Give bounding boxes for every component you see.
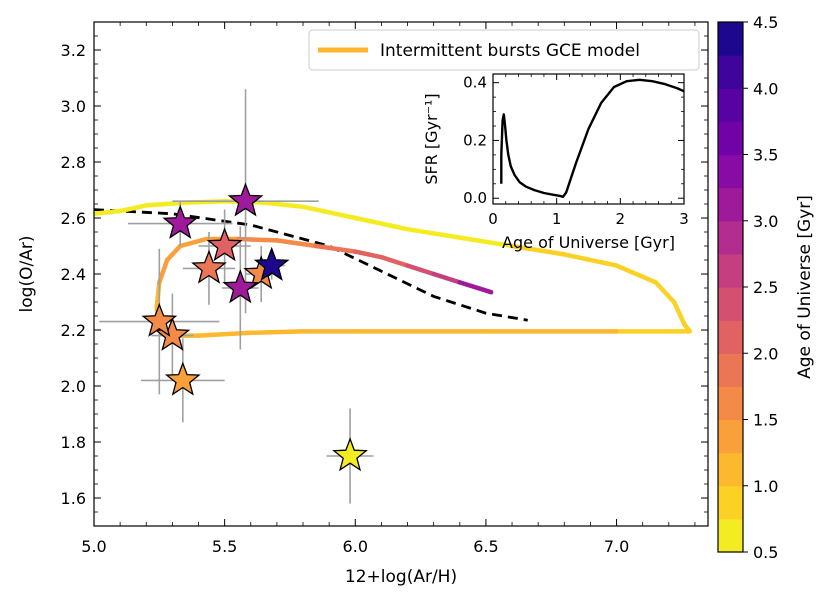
inset-x-axis-label: Age of Universe [Gyr] bbox=[502, 233, 675, 252]
data-point-star bbox=[191, 249, 227, 284]
colorbar-level bbox=[718, 154, 743, 189]
inset-axes-frame bbox=[492, 73, 685, 205]
data-point-star bbox=[206, 227, 243, 262]
y-tick-label: 2.4 bbox=[61, 265, 86, 284]
main-plot-area bbox=[94, 89, 692, 504]
model-track-segment bbox=[353, 215, 410, 232]
model-track-segment bbox=[614, 263, 658, 285]
model-track-segment bbox=[164, 243, 183, 263]
y-tick-label: 2.8 bbox=[61, 153, 86, 172]
colorbar-level bbox=[718, 121, 743, 156]
colorbar-tick-label: 4.5 bbox=[753, 13, 778, 32]
colorbar-tick-label: 3.0 bbox=[753, 212, 778, 231]
model-track-segment bbox=[261, 200, 306, 210]
y-tick-label: 3.2 bbox=[61, 41, 86, 60]
legend: Intermittent bursts GCE model bbox=[308, 29, 700, 71]
model-track-segment bbox=[274, 238, 319, 249]
inset-x-tick-label: 2 bbox=[616, 210, 626, 228]
dashed-reference-line bbox=[94, 208, 528, 322]
colorbar-tick-label: 2.0 bbox=[753, 344, 778, 363]
colorbar-level bbox=[718, 253, 743, 288]
x-tick-label: 5.5 bbox=[212, 537, 237, 556]
colorbar-level bbox=[718, 287, 743, 321]
colorbar-level bbox=[718, 88, 743, 122]
data-point-star bbox=[222, 269, 259, 304]
x-tick-label: 6.0 bbox=[343, 537, 368, 556]
colorbar-label: Age of Universe [Gyr] bbox=[795, 195, 815, 379]
model-track-segment bbox=[300, 204, 358, 221]
colorbar-level bbox=[718, 452, 743, 487]
inset-y-tick-label: 0.0 bbox=[463, 189, 487, 207]
inset-y-tick-label: 0.4 bbox=[463, 74, 487, 92]
colorbar-level bbox=[718, 386, 743, 421]
model-track-segment bbox=[457, 235, 515, 249]
inset-plot: 0 1 2 3 0.0 0.2 0.4 Age of Universe [Gyr] SFR [G… bbox=[422, 73, 689, 252]
model-track-segment bbox=[431, 271, 463, 285]
model-track-segment bbox=[379, 254, 410, 268]
model-track-segment bbox=[144, 200, 188, 208]
model-track-segment bbox=[117, 203, 149, 214]
colorbar-tick-label: 3.5 bbox=[753, 146, 778, 165]
data-point-star bbox=[141, 302, 178, 337]
colorbar-level bbox=[718, 419, 743, 454]
model-track-segment bbox=[457, 280, 494, 295]
colorbar-level bbox=[718, 518, 743, 553]
y-tick-label: 3.0 bbox=[61, 97, 86, 116]
main-plot: 5.0 5.5 6.0 6.5 7.0 1.6 1.8 2.0 2.2 2.4 2.6 2.8 3.0 3… bbox=[17, 21, 709, 587]
colorbar-level bbox=[718, 485, 743, 520]
x-tick-label: 7.0 bbox=[604, 537, 629, 556]
legend-label: Intermittent bursts GCE model bbox=[380, 41, 640, 61]
colorbar-level bbox=[718, 353, 743, 387]
colorbar-tick-label: 4.0 bbox=[753, 79, 778, 98]
model-track-segment bbox=[248, 329, 306, 336]
data-point-star bbox=[162, 204, 199, 239]
colorbar-tick-label: 2.5 bbox=[753, 278, 778, 297]
inset-y-axis-label: SFR [Gyr⁻¹] bbox=[422, 93, 441, 184]
colorbar: 0.5 1.0 1.5 2.0 2.5 3.0 3.5 4.0 4.5 Age of Univer… bbox=[717, 13, 815, 562]
y-tick-label: 2.2 bbox=[61, 321, 86, 340]
colorbar-level bbox=[718, 320, 743, 354]
model-track-segment bbox=[177, 236, 209, 249]
y-tick-label: 1.6 bbox=[61, 489, 86, 508]
colorbar-level bbox=[718, 55, 743, 89]
legend-box bbox=[308, 29, 700, 71]
colorbar-tick-label: 1.5 bbox=[753, 411, 778, 430]
y-tick-label: 2.6 bbox=[61, 209, 86, 228]
x-tick-label: 6.5 bbox=[473, 537, 498, 556]
model-track-segment bbox=[94, 208, 123, 217]
y-tick-label: 2.0 bbox=[61, 377, 86, 396]
inset-x-tick-label: 0 bbox=[488, 210, 498, 228]
model-track-segment bbox=[196, 330, 254, 338]
model-track-segment bbox=[353, 249, 384, 260]
data-point-star bbox=[332, 437, 368, 472]
inset-y-tick-label: 0.2 bbox=[463, 131, 487, 149]
colorbar-level bbox=[718, 22, 743, 56]
model-track-segment bbox=[671, 299, 687, 327]
colorbar-level bbox=[718, 187, 743, 222]
data-point-star bbox=[253, 246, 290, 281]
model-track-segment bbox=[405, 263, 436, 277]
model-track-segment bbox=[235, 236, 280, 243]
model-track-segment bbox=[653, 280, 677, 305]
data-point-star bbox=[164, 361, 201, 396]
y-tick-label: 1.8 bbox=[61, 433, 86, 452]
inset-sfr-line bbox=[500, 78, 685, 199]
model-track-segment bbox=[157, 257, 170, 285]
colorbar-level bbox=[718, 220, 743, 255]
model-track-segment bbox=[405, 226, 463, 240]
y-axis-label: log(O/Ar) bbox=[17, 236, 37, 313]
model-track-segment bbox=[562, 252, 619, 268]
colorbar-tick-label: 0.5 bbox=[753, 543, 778, 562]
x-axis-label: 12+log(Ar/H) bbox=[345, 567, 457, 587]
data-point-star bbox=[227, 182, 264, 217]
colorbar-tick-label: 1.0 bbox=[753, 477, 778, 496]
inset-x-tick-label: 3 bbox=[679, 210, 689, 228]
model-track-segment bbox=[509, 243, 567, 257]
x-tick-label: 5.0 bbox=[81, 537, 106, 556]
model-track-segment bbox=[313, 243, 358, 254]
inset-x-tick-label: 1 bbox=[552, 210, 562, 228]
